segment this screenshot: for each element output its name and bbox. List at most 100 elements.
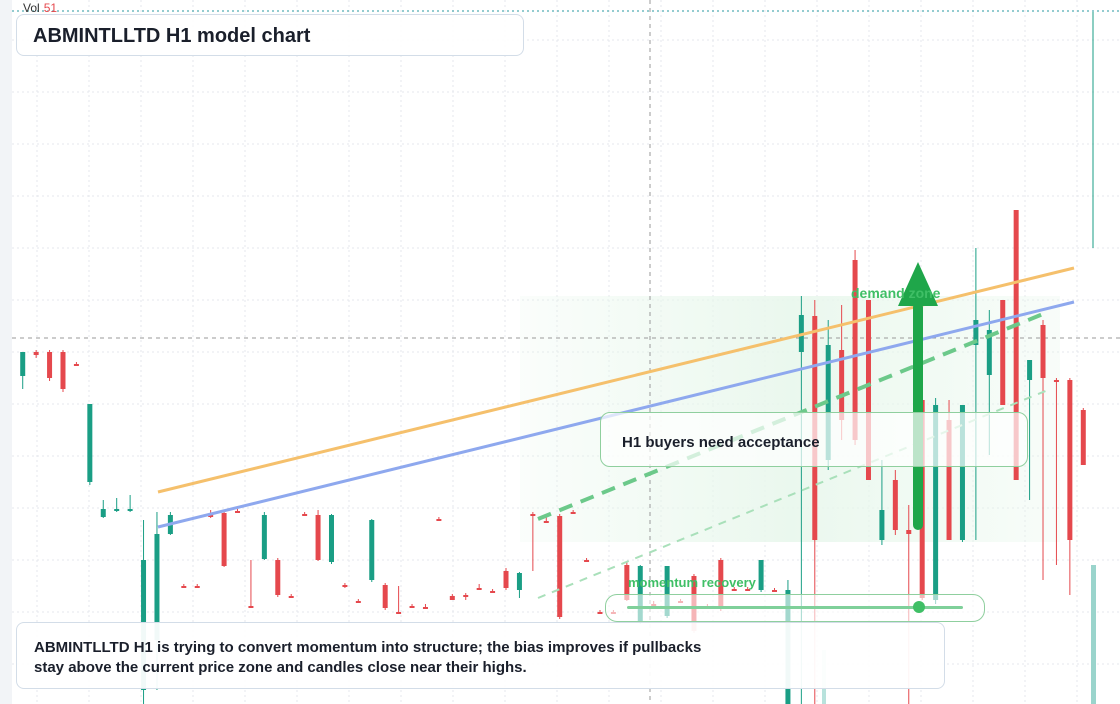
candle-body [490, 591, 496, 593]
candle [127, 495, 133, 512]
candle [463, 593, 469, 600]
candle [20, 352, 26, 389]
candle-body [731, 589, 737, 591]
summary-panel: ABMINTLLTD H1 is trying to convert momen… [16, 622, 945, 689]
candle [1040, 320, 1046, 580]
candle-body [476, 588, 482, 590]
candle-body [624, 565, 630, 600]
candle-body [87, 404, 93, 482]
candle-body [33, 352, 39, 355]
candle-body [570, 512, 576, 514]
candle [973, 248, 979, 540]
candle [543, 517, 549, 523]
candle-body [396, 612, 402, 614]
candle-body [1000, 300, 1006, 405]
candle [181, 584, 187, 588]
candle-body [946, 420, 952, 540]
candle [33, 350, 39, 358]
candle [355, 599, 361, 603]
candle-body [584, 560, 590, 562]
candle [342, 583, 348, 588]
candle [328, 514, 334, 564]
candle [557, 514, 563, 619]
candle [772, 588, 778, 592]
trendline-lower [537, 389, 1049, 599]
candle [194, 584, 200, 588]
candle [745, 587, 751, 591]
candle-body [208, 515, 214, 517]
candle [530, 512, 536, 571]
candle-body [1067, 380, 1073, 540]
title-panel: ABMINTLLTD H1 model chart [16, 14, 524, 56]
candle-body [892, 480, 898, 530]
volume-value: 51 [43, 1, 58, 15]
chart-title: ABMINTLLTD H1 model chart [33, 25, 311, 47]
candle-body [275, 560, 281, 595]
candle-body [664, 566, 670, 616]
candle-body [503, 571, 509, 588]
candle-body [758, 560, 764, 590]
candle-body [986, 330, 992, 375]
candle [1027, 360, 1033, 500]
candle-body [127, 509, 133, 511]
candle-body [933, 405, 939, 600]
candle-body [114, 509, 120, 511]
candle [758, 560, 764, 592]
candle-body [422, 607, 428, 609]
candle-body [1080, 410, 1086, 465]
candle-body [342, 585, 348, 587]
candle [1080, 408, 1086, 465]
candle-body [154, 534, 160, 640]
candle-body [557, 516, 563, 617]
candle [879, 460, 885, 545]
candle-body [288, 596, 294, 598]
callout-text: H1 buyers need acceptance [622, 434, 820, 451]
candle [1000, 300, 1006, 405]
candle-body [409, 606, 415, 608]
candle [235, 509, 241, 513]
candle-body [47, 352, 53, 378]
candle-body [73, 364, 79, 366]
candle-body [382, 585, 388, 608]
candle-body [181, 586, 187, 588]
candle [449, 594, 455, 600]
candle-body [436, 519, 442, 521]
candle-body [328, 515, 334, 562]
candle-body [100, 509, 106, 517]
summary-text: ABMINTLLTD H1 is trying to convert momen… [34, 639, 702, 676]
momentum-slider[interactable] [605, 594, 985, 622]
candle-body [530, 514, 536, 516]
candle-body [852, 260, 858, 440]
candle [73, 362, 79, 366]
candle [892, 470, 898, 535]
candle [490, 589, 496, 593]
candle [584, 558, 590, 562]
momentum-track [627, 606, 963, 609]
momentum-knob[interactable] [913, 601, 926, 613]
candle-body [355, 601, 361, 603]
candle [221, 511, 227, 567]
candle [516, 572, 522, 598]
candle-body [315, 515, 321, 560]
momentum-label: momentum recovery [628, 575, 756, 590]
candle [1053, 378, 1059, 565]
candle-body [597, 612, 603, 614]
candle [248, 560, 254, 608]
candle-body [194, 586, 200, 588]
candle-body [449, 596, 455, 600]
candle-body [369, 520, 375, 580]
candle-body [839, 350, 845, 420]
volume-readout: Vol 51 [23, 1, 57, 15]
candle [503, 568, 509, 590]
candle [288, 594, 294, 598]
candle-body [463, 595, 469, 597]
candle-body [865, 300, 871, 480]
volume-bar-right [1091, 565, 1096, 704]
candle [275, 558, 281, 597]
candle [570, 510, 576, 514]
candle [60, 350, 66, 392]
candle [436, 517, 442, 521]
candle-body [221, 513, 227, 566]
candle [476, 584, 482, 590]
candle-body [718, 560, 724, 608]
